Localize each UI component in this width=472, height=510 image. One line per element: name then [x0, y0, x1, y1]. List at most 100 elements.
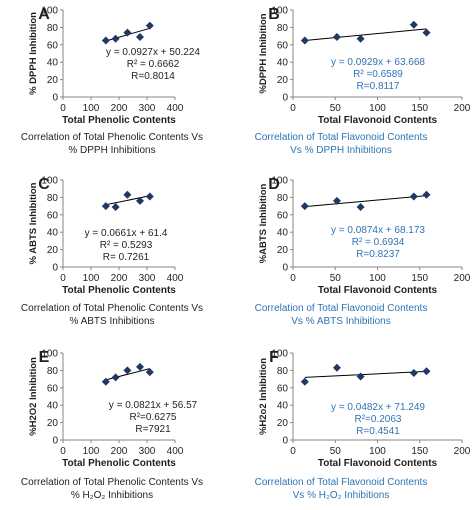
- regression-equation: y = 0.0927x + 50.224: [106, 47, 200, 58]
- regression-equation: R=0.8237: [356, 249, 400, 260]
- x-tick-label: 100: [83, 446, 100, 457]
- x-tick-label: 100: [369, 446, 386, 457]
- x-tick-label: 300: [139, 103, 156, 114]
- regression-equation: R=7921: [135, 424, 171, 435]
- trendline: [304, 195, 427, 208]
- y-tick-label: 60: [47, 40, 59, 51]
- regression-equation: y = 0.0874x + 68.173: [331, 225, 425, 236]
- trendline: [304, 370, 427, 378]
- x-axis-title: Total Phenolic Contents: [62, 285, 176, 296]
- y-tick-label: 80: [277, 23, 289, 34]
- y-tick-label: 40: [47, 228, 59, 239]
- chart-panel-f: 0 20 40 60 80 100 0 50 100 150 200 Total Flavonoid …: [255, 349, 471, 502]
- data-point: [332, 363, 341, 372]
- y-tick-label: 100: [271, 6, 288, 17]
- x-tick-label: 100: [83, 273, 100, 284]
- regression-equation: y = 0.0661x + 61.4: [85, 228, 168, 239]
- y-tick-label: 60: [47, 383, 59, 394]
- chart-panel-d: 0 20 40 60 80 100 0 50 100 150 200 Total Flavonoid …: [255, 176, 471, 328]
- data-point: [145, 368, 154, 377]
- regression-equation: y = 0.0821x + 56.57: [109, 400, 198, 411]
- panel-caption: Vs % ABTS Inhibitions: [291, 316, 391, 327]
- y-tick-label: 60: [277, 210, 289, 221]
- regression-equation: y = 0.0482x + 71.249: [331, 402, 425, 413]
- data-point: [123, 28, 132, 37]
- panel-caption: % ABTS Inhibitions: [69, 316, 154, 327]
- x-axis-title: Total Flavonoid Contents: [318, 285, 438, 296]
- data-point: [136, 362, 144, 371]
- x-tick-label: 200: [111, 446, 128, 457]
- y-tick-label: 60: [277, 40, 289, 51]
- data-point: [145, 192, 154, 201]
- y-tick-label: 0: [282, 93, 288, 104]
- regression-equation: R= 0.7261: [103, 252, 150, 263]
- y-tick-label: 60: [277, 383, 289, 394]
- x-tick-label: 100: [83, 103, 100, 114]
- trendline: [304, 28, 427, 41]
- x-tick-label: 50: [330, 103, 342, 114]
- x-axis-title: Total Phenolic Contents: [62, 458, 176, 469]
- regression-equation: R² =0.6589: [353, 69, 403, 80]
- y-tick-label: 0: [282, 436, 288, 447]
- x-tick-label: 150: [411, 273, 428, 284]
- y-tick-label: 20: [277, 245, 289, 256]
- panel-caption: Correlation of Total Phenolic Contents V…: [21, 477, 203, 488]
- data-point: [300, 377, 309, 386]
- data-point: [101, 377, 110, 386]
- x-axis-title: Total Flavonoid Contents: [318, 115, 438, 126]
- data-point: [300, 202, 309, 211]
- x-tick-label: 50: [330, 446, 342, 457]
- y-tick-label: 0: [52, 263, 58, 274]
- data-point: [409, 20, 418, 29]
- y-tick-label: 20: [47, 75, 59, 86]
- y-tick-label: 40: [277, 58, 289, 69]
- panel-letter: C: [38, 176, 50, 193]
- y-tick-label: 0: [282, 263, 288, 274]
- y-tick-label: 40: [47, 58, 59, 69]
- x-tick-label: 0: [290, 273, 296, 284]
- regression-equation: R²=0.2063: [355, 414, 402, 425]
- x-tick-label: 200: [454, 273, 471, 284]
- panel-caption: Correlation of Total Flavonoid Contents: [255, 132, 428, 143]
- data-point: [356, 202, 365, 211]
- data-point: [145, 21, 154, 30]
- x-tick-label: 200: [454, 446, 471, 457]
- panel-caption: Correlation of Total Phenolic Contents V…: [21, 132, 203, 143]
- y-tick-label: 100: [271, 176, 288, 187]
- panel-caption: % DPPH Inhibitions: [68, 145, 155, 156]
- x-tick-label: 0: [60, 273, 66, 284]
- data-point: [356, 372, 365, 381]
- data-point: [111, 34, 120, 43]
- data-point: [111, 373, 120, 382]
- data-point: [422, 367, 431, 376]
- x-tick-label: 400: [167, 103, 184, 114]
- panel-letter: B: [268, 6, 280, 23]
- x-tick-label: 0: [290, 103, 296, 114]
- panel-letter: E: [39, 349, 50, 366]
- regression-equation: R=0.4541: [356, 426, 400, 437]
- y-tick-label: 0: [52, 93, 58, 104]
- panel-caption: Correlation of Total Flavonoid Contents: [255, 303, 428, 314]
- data-point: [332, 32, 341, 41]
- y-tick-label: 0: [52, 436, 58, 447]
- data-point: [101, 36, 110, 45]
- panel-caption: Vs % DPPH Inhibitions: [290, 145, 392, 156]
- y-tick-label: 20: [47, 245, 59, 256]
- y-tick-label: 40: [277, 401, 289, 412]
- data-point: [136, 32, 144, 41]
- chart-panel-b: 0 20 40 60 80 100 0 50 100 150 200 Total Flavonoid …: [255, 6, 471, 157]
- data-point: [422, 190, 431, 199]
- panel-letter: D: [268, 176, 280, 193]
- x-tick-label: 0: [60, 446, 66, 457]
- x-tick-label: 300: [139, 273, 156, 284]
- x-tick-label: 400: [167, 446, 184, 457]
- x-tick-label: 200: [111, 103, 128, 114]
- y-axis-title: % ABTS Inhibition: [28, 182, 39, 264]
- panel-letter: F: [269, 349, 279, 366]
- x-tick-label: 400: [167, 273, 184, 284]
- data-point: [123, 366, 132, 375]
- y-tick-label: 80: [277, 366, 289, 377]
